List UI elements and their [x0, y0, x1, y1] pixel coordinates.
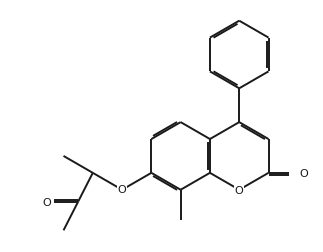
Text: O: O [235, 186, 244, 196]
Text: O: O [117, 184, 126, 194]
Text: O: O [299, 168, 308, 178]
Text: O: O [43, 197, 51, 207]
